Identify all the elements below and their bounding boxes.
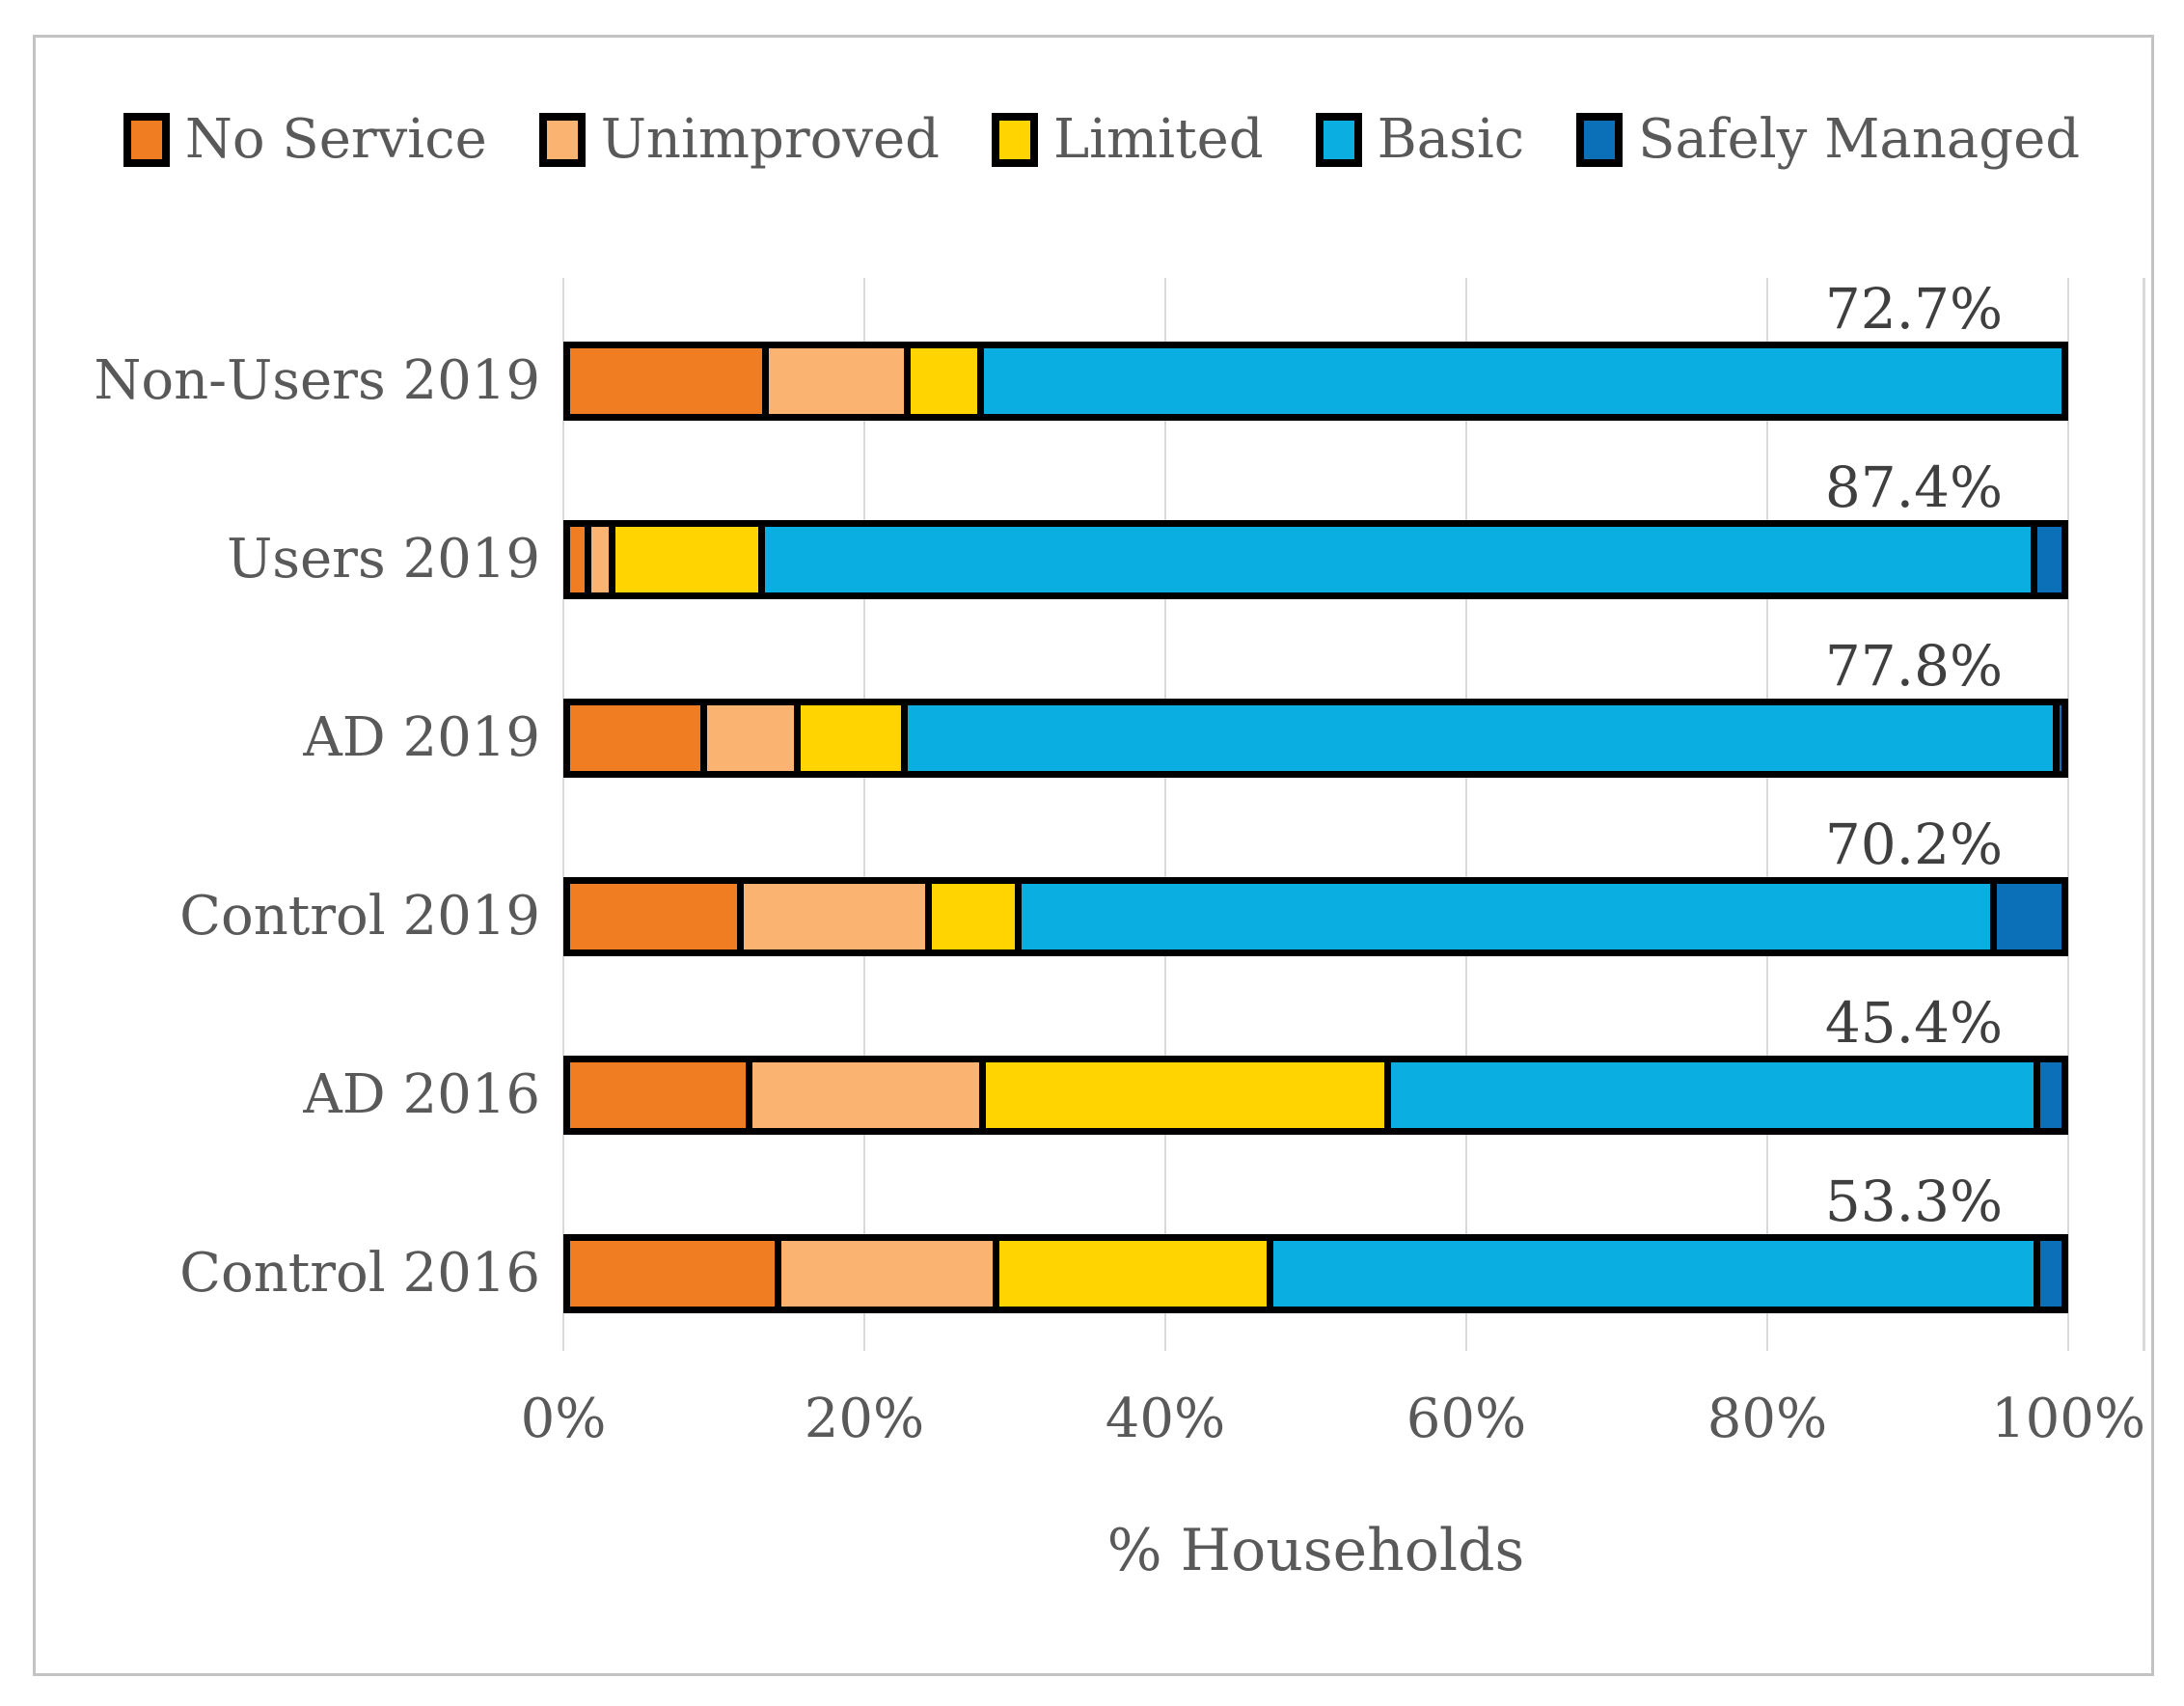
bar-value-label-control-2019: 70.2% <box>1824 812 2004 877</box>
bar-value-label-non-users-2019: 72.7% <box>1824 276 2004 342</box>
category-label-non-users-2019: Non-Users 2019 <box>94 349 540 412</box>
x-tick-label: 80% <box>1706 1388 1828 1450</box>
category-label-control-2019: Control 2019 <box>179 885 540 948</box>
bar-row-ad-2019 <box>563 699 2068 778</box>
category-label-users-2019: Users 2019 <box>227 528 540 591</box>
legend-item-basic: Basic <box>1315 108 1525 171</box>
legend-swatch-limited <box>991 112 1038 167</box>
x-tick-label: 20% <box>804 1388 925 1450</box>
bar-segment-limited <box>609 527 758 592</box>
legend-swatch-basic <box>1315 112 1362 167</box>
legend: No Service Unimproved Limited Basic Safe… <box>58 108 2145 171</box>
legend-label-limited: Limited <box>1052 108 1264 171</box>
plot-right-border <box>2143 278 2145 1351</box>
bar-segment-no-service <box>570 1062 747 1128</box>
bar-segment-limited <box>978 1062 1385 1128</box>
bar-row-control-2016 <box>563 1234 2068 1313</box>
x-tick-label: 40% <box>1105 1388 1226 1450</box>
bar-segment-unimproved <box>699 705 794 771</box>
bar-segment-no-service <box>570 527 586 592</box>
bar-segment-basic <box>1384 1062 2034 1128</box>
legend-item-limited: Limited <box>991 108 1264 171</box>
legend-label-safely-managed: Safely Managed <box>1638 108 2081 171</box>
bar-segment-no-service <box>570 348 763 414</box>
bar-segment-limited <box>992 1241 1267 1307</box>
figure-frame <box>33 35 2154 1676</box>
bar-value-label-ad-2019: 77.8% <box>1824 633 2004 699</box>
bar-segment-safely-managed <box>1989 884 2061 949</box>
legend-item-unimproved: Unimproved <box>538 108 940 171</box>
x-tick-label: 100% <box>1990 1388 2146 1450</box>
bar-segment-unimproved <box>737 884 925 949</box>
bar-row-users-2019 <box>563 520 2068 599</box>
bar-segment-no-service <box>570 884 738 949</box>
bar-segment-safely-managed <box>2052 705 2061 771</box>
bar-segment-limited <box>904 348 978 414</box>
legend-label-no-service: No Service <box>184 108 487 171</box>
x-tick-label: 60% <box>1406 1388 1527 1450</box>
category-label-control-2016: Control 2016 <box>179 1242 540 1305</box>
bar-value-label-ad-2016: 45.4% <box>1824 990 2004 1056</box>
bar-row-non-users-2019 <box>563 342 2068 421</box>
gridline-0% <box>562 278 564 1351</box>
bar-segment-no-service <box>570 705 700 771</box>
bar-segment-basic <box>1266 1241 2034 1307</box>
gridline-100% <box>2067 278 2069 1351</box>
bar-segment-no-service <box>570 1241 775 1307</box>
legend-swatch-unimproved <box>538 112 586 167</box>
bar-segment-limited <box>924 884 1015 949</box>
legend-label-basic: Basic <box>1377 108 1525 171</box>
gridline-60% <box>1465 278 1467 1351</box>
legend-swatch-no-service <box>123 112 170 167</box>
bar-row-ad-2016 <box>563 1056 2068 1135</box>
bar-value-label-users-2019: 87.4% <box>1824 454 2004 520</box>
bar-segment-limited <box>793 705 902 771</box>
gridline-20% <box>863 278 865 1351</box>
x-tick-label: 0% <box>520 1388 607 1450</box>
bar-segment-basic <box>977 348 2061 414</box>
bar-row-control-2019 <box>563 877 2068 956</box>
bar-value-label-control-2016: 53.3% <box>1824 1169 2004 1234</box>
category-label-ad-2016: AD 2016 <box>303 1063 540 1126</box>
bar-segment-unimproved <box>746 1062 979 1128</box>
bar-segment-basic <box>757 527 2031 592</box>
x-axis-title: % Households <box>1106 1517 1525 1584</box>
bar-segment-unimproved <box>774 1241 993 1307</box>
bar-segment-basic <box>1014 884 1990 949</box>
legend-item-safely-managed: Safely Managed <box>1576 108 2080 171</box>
bar-segment-unimproved <box>585 527 610 592</box>
bar-segment-safely-managed <box>2033 1241 2061 1307</box>
bar-segment-basic <box>901 705 2053 771</box>
bar-segment-unimproved <box>762 348 905 414</box>
legend-swatch-safely-managed <box>1576 112 1624 167</box>
gridline-80% <box>1766 278 1768 1351</box>
legend-label-unimproved: Unimproved <box>600 108 940 171</box>
legend-item-no-service: No Service <box>123 108 487 171</box>
gridline-40% <box>1164 278 1166 1351</box>
bar-segment-safely-managed <box>2030 527 2061 592</box>
category-label-ad-2019: AD 2019 <box>303 706 540 769</box>
bar-segment-safely-managed <box>2033 1062 2061 1128</box>
